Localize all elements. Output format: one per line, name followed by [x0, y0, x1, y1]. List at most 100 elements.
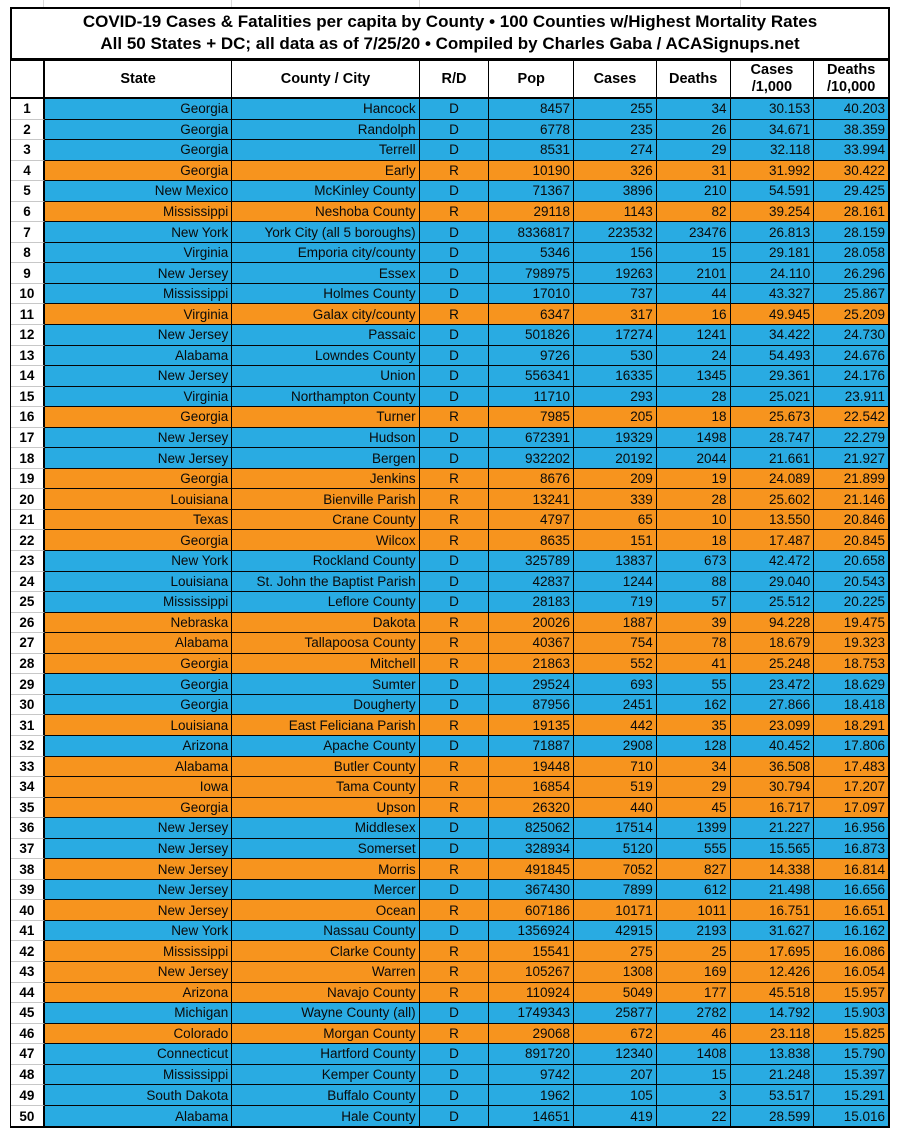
- table-row: 5 New Mexico McKinley County D 71367 389…: [11, 181, 888, 202]
- pop-cell: 40367: [489, 633, 575, 654]
- state-cell: New Jersey: [44, 818, 233, 839]
- county-cell: Terrell: [232, 140, 420, 161]
- deaths-cell: 24: [656, 345, 731, 367]
- state-cell: Louisiana: [44, 489, 233, 510]
- table-row: 3 Georgia Terrell D 8531 274 29 32.118 3…: [11, 140, 888, 161]
- party-cell: R: [419, 961, 490, 983]
- state-cell: Colorado: [44, 1023, 233, 1045]
- table-row: 1 Georgia Hancock D 8457 255 34 30.153 4…: [11, 99, 888, 120]
- deaths-per-10000-cell: 16.162: [814, 920, 888, 942]
- county-cell: Mitchell: [232, 653, 420, 675]
- cases-cell: 105: [574, 1085, 657, 1106]
- county-cell: Hudson: [232, 427, 420, 449]
- party-cell: D: [419, 181, 490, 202]
- rank-cell: 25: [11, 592, 45, 613]
- pop-cell: 825062: [489, 818, 575, 839]
- cases-per-1000-cell: 24.110: [730, 263, 815, 284]
- deaths-cell: 1011: [656, 900, 731, 921]
- header-cases-per-1000: Cases /1,000: [731, 61, 815, 97]
- deaths-cell: 23476: [656, 222, 731, 243]
- state-cell: Georgia: [44, 160, 233, 182]
- party-cell: D: [419, 1064, 490, 1086]
- cases-per-1000-cell: 25.673: [730, 407, 815, 428]
- rank-cell: 44: [11, 982, 45, 1004]
- cases-cell: 5120: [574, 838, 657, 860]
- deaths-per-10000-cell: 19.475: [814, 612, 888, 634]
- county-cell: Northampton County: [232, 386, 420, 408]
- header-cases-per-1000-line1: Cases: [750, 62, 794, 78]
- deaths-per-10000-cell: 30.422: [814, 160, 888, 182]
- party-cell: R: [419, 982, 490, 1004]
- party-cell: R: [419, 407, 490, 428]
- header-deaths-per-10000-line1: Deaths: [826, 62, 876, 78]
- rank-cell: 46: [11, 1023, 45, 1045]
- county-cell: Apache County: [232, 735, 420, 757]
- pop-cell: 367430: [489, 879, 575, 901]
- party-cell: D: [419, 386, 490, 408]
- cases-per-1000-cell: 23.472: [730, 674, 815, 695]
- cases-per-1000-cell: 24.089: [730, 468, 815, 490]
- pop-cell: 71367: [489, 181, 575, 202]
- party-cell: D: [419, 1085, 490, 1106]
- pop-cell: 20026: [489, 612, 575, 634]
- party-cell: D: [419, 99, 490, 120]
- table-row: 7 New York York City (all 5 boroughs) D …: [11, 222, 888, 243]
- rank-cell: 47: [11, 1044, 45, 1065]
- pop-cell: 110924: [489, 982, 575, 1004]
- party-cell: D: [419, 263, 490, 284]
- header-party: R/D: [420, 61, 490, 97]
- cases-cell: 693: [574, 674, 657, 695]
- cases-per-1000-cell: 21.227: [730, 818, 815, 839]
- data-table: State County / City R/D Pop Cases Deaths…: [10, 60, 890, 1128]
- state-cell: New Jersey: [44, 325, 233, 346]
- party-cell: D: [419, 694, 490, 716]
- header-cases-per-1000-line2: /1,000: [751, 79, 793, 95]
- table-row: 45 Michigan Wayne County (all) D 1749343…: [11, 1003, 888, 1024]
- rank-cell: 17: [11, 427, 45, 449]
- deaths-per-10000-cell: 21.146: [814, 489, 888, 510]
- table-row: 15 Virginia Northampton County D 11710 2…: [11, 386, 888, 408]
- county-cell: Hancock: [232, 99, 420, 120]
- party-cell: D: [419, 448, 490, 469]
- cases-per-1000-cell: 17.695: [730, 941, 815, 962]
- deaths-cell: 28: [656, 386, 731, 408]
- county-cell: St. John the Baptist Parish: [232, 571, 420, 593]
- pop-cell: 10190: [489, 160, 575, 182]
- rank-cell: 33: [11, 756, 45, 778]
- title-line-2: All 50 States + DC; all data as of 7/25/…: [100, 34, 800, 53]
- deaths-per-10000-cell: 16.814: [814, 859, 888, 880]
- state-cell: Mississippi: [44, 283, 233, 305]
- party-cell: D: [419, 818, 490, 839]
- deaths-cell: 45: [656, 797, 731, 819]
- rank-cell: 6: [11, 201, 45, 223]
- deaths-cell: 10: [656, 509, 731, 531]
- rank-cell: 7: [11, 222, 45, 243]
- pop-cell: 325789: [489, 551, 575, 572]
- deaths-cell: 88: [656, 571, 731, 593]
- cases-per-1000-cell: 32.118: [730, 140, 815, 161]
- cases-cell: 419: [574, 1105, 657, 1127]
- county-cell: Warren: [232, 961, 420, 983]
- pop-cell: 13241: [489, 489, 575, 510]
- rank-cell: 29: [11, 674, 45, 695]
- deaths-per-10000-cell: 18.291: [814, 715, 888, 736]
- party-cell: R: [419, 797, 490, 819]
- table-row: 46 Colorado Morgan County R 29068 672 46…: [11, 1023, 888, 1045]
- party-cell: R: [419, 633, 490, 654]
- rank-cell: 18: [11, 448, 45, 469]
- deaths-per-10000-cell: 16.054: [814, 961, 888, 983]
- deaths-cell: 210: [656, 181, 731, 202]
- county-cell: Somerset: [232, 838, 420, 860]
- pop-cell: 14651: [489, 1105, 575, 1127]
- county-cell: Middlesex: [232, 818, 420, 839]
- cases-per-1000-cell: 26.813: [730, 222, 815, 243]
- deaths-cell: 31: [656, 160, 731, 182]
- cases-cell: 519: [574, 777, 657, 798]
- pop-cell: 6778: [489, 119, 575, 141]
- table-row: 42 Mississippi Clarke County R 15541 275…: [11, 941, 888, 962]
- rank-cell: 22: [11, 530, 45, 552]
- party-cell: R: [419, 653, 490, 675]
- deaths-cell: 555: [656, 838, 731, 860]
- pop-cell: 8676: [489, 468, 575, 490]
- rank-cell: 12: [11, 325, 45, 346]
